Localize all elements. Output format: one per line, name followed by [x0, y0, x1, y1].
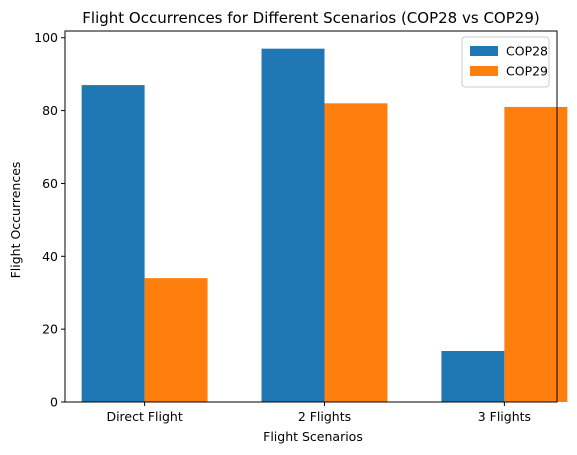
- x-axis-ticks: Direct Flight 2 Flights 3 Flights: [106, 402, 531, 424]
- legend-label-cop29: COP29: [506, 64, 548, 79]
- y-tick-label: 60: [42, 176, 58, 191]
- bar-cop29-1: [324, 103, 388, 402]
- y-axis-label: Flight Occurrences: [8, 162, 23, 279]
- x-axis-label: Flight Scenarios: [263, 429, 363, 444]
- legend-swatch-cop29: [470, 66, 498, 76]
- y-tick-label: 80: [42, 103, 58, 118]
- y-axis-ticks: 0 20 40 60 80 100: [34, 30, 65, 410]
- bar-cop28-2: [441, 351, 505, 402]
- legend: COP28 COP29: [461, 36, 550, 88]
- y-tick-label: 20: [42, 322, 58, 337]
- bar-cop29-2: [504, 106, 568, 402]
- y-tick-label: 0: [50, 395, 58, 410]
- chart-title: Flight Occurrences for Different Scenari…: [82, 9, 539, 27]
- legend-label-cop28: COP28: [506, 44, 548, 59]
- bar-cop28-0: [81, 85, 145, 403]
- bars-group: [81, 48, 568, 403]
- y-tick-label: 40: [42, 249, 58, 264]
- plot-area-frame: [64, 30, 558, 403]
- x-tick-label: Direct Flight: [106, 409, 182, 424]
- bar-cop28-1: [261, 48, 325, 403]
- y-tick-label: 100: [34, 30, 58, 45]
- bar-cop29-0: [144, 278, 208, 402]
- x-tick-label: 2 Flights: [298, 409, 351, 424]
- legend-swatch-cop28: [470, 46, 498, 56]
- x-tick-label: 3 Flights: [478, 409, 531, 424]
